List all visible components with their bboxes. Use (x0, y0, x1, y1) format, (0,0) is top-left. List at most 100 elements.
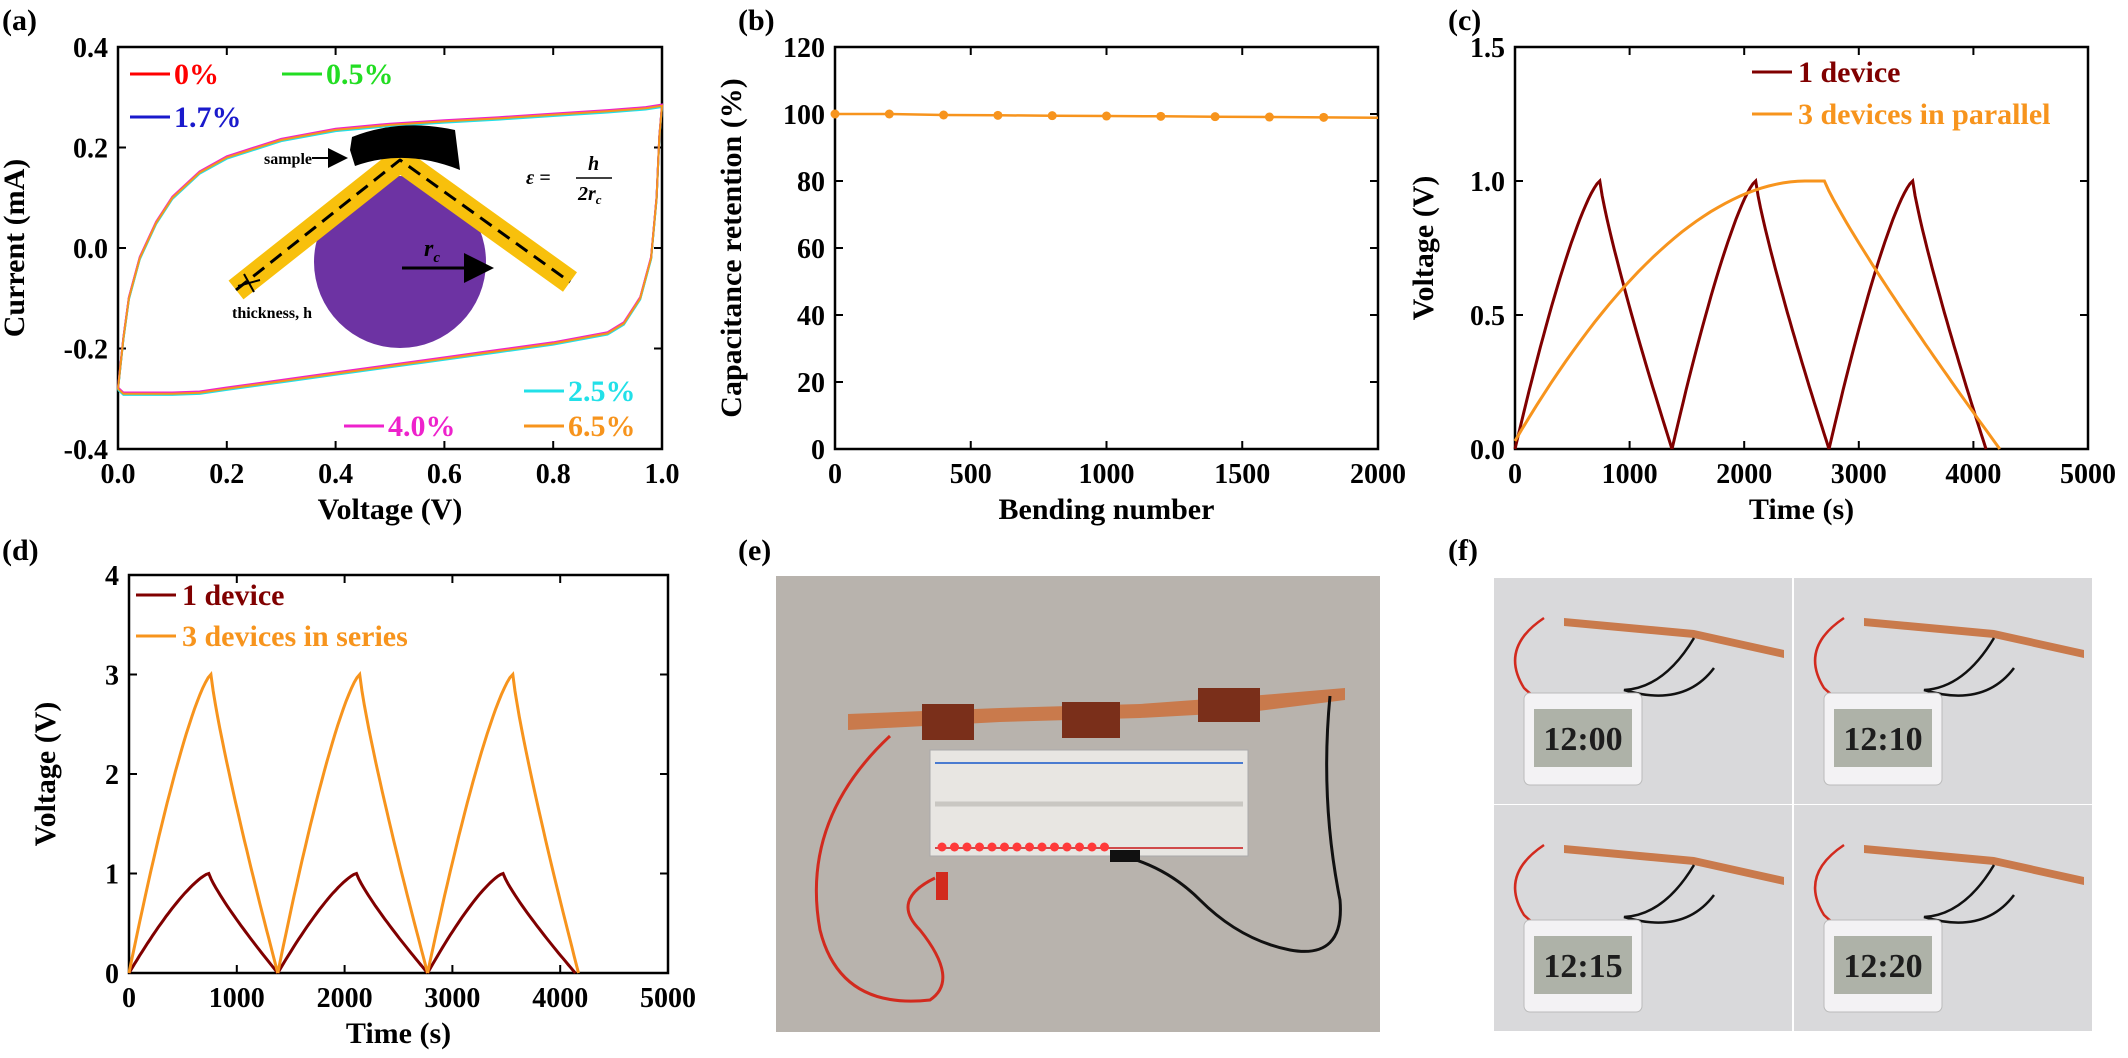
retention-point (1102, 111, 1111, 121)
x-tick-label: 0 (122, 983, 136, 1014)
led (950, 842, 959, 852)
black-wire (1623, 637, 1715, 697)
x-tick-label: 3000 (1831, 459, 1887, 490)
plot-frame (1513, 45, 2090, 451)
retention-point (939, 110, 949, 120)
x-tick-label: 2000 (317, 983, 373, 1014)
x-tick-label: 0.8 (536, 459, 571, 490)
copper-strip (1864, 845, 2084, 885)
y-tick-label: 100 (783, 100, 825, 131)
x-tick-label: 2000 (1716, 459, 1772, 490)
led (1087, 842, 1097, 852)
thickness-label: thickness, h (232, 305, 312, 322)
red-clip (936, 872, 948, 900)
single-device-cycle (1670, 177, 1831, 450)
clock-screen (1534, 936, 1632, 994)
panel-label-a: (a) (2, 4, 37, 37)
legend-label: 0% (174, 58, 219, 91)
device-2 (1062, 702, 1120, 738)
x-tick-label: 2000 (1350, 459, 1406, 490)
gcd-cycle-1-device (426, 871, 577, 974)
legend-label: 1.7% (174, 101, 242, 134)
device-1 (922, 704, 974, 740)
black-wire (1623, 864, 1715, 924)
chart-d-series-gcd: 0 1000 2000 3000 4000 5000 0 1 2 3 4 Time (s) Voltag… (29, 561, 696, 1050)
panel-label-b: (b) (738, 4, 775, 37)
photo-e-breadboard-leds (776, 576, 1380, 1032)
clock-screen (1834, 709, 1932, 767)
retention-point (1047, 111, 1057, 121)
x-tick-label: 1.0 (645, 459, 680, 490)
clock-reading: 12:00 (1543, 721, 1622, 758)
thickness-marker-2 (237, 279, 261, 287)
sample-label: sample (264, 151, 312, 168)
x-tick-label: 500 (950, 459, 992, 490)
radius-label: rc (424, 236, 440, 266)
led-row (937, 842, 1109, 852)
y-tick-label: 1 (105, 860, 119, 891)
led (962, 842, 972, 852)
x-tick-label: 4000 (532, 983, 588, 1014)
y-axis-title: Voltage (V) (1407, 176, 1440, 321)
y-tick-label: -0.2 (64, 335, 108, 366)
x-tick-label: 0 (828, 459, 842, 490)
panel-label-e: (e) (738, 534, 771, 567)
led (1012, 842, 1022, 852)
panel-label-f: (f) (1448, 534, 1478, 567)
y-tick-label: 1.0 (1470, 167, 1505, 198)
copper-strip (1564, 618, 1784, 658)
clock-photo-1: 12:00 (1494, 578, 1792, 804)
retention-point (993, 110, 1003, 120)
x-axis-title: Voltage (V) (318, 493, 463, 526)
panel-label-d: (d) (2, 534, 39, 567)
clock-photo-2: 12:10 (1794, 578, 2092, 804)
x-tick-label: 1000 (1602, 459, 1658, 490)
bending-schematic-inset: sample rc thickness, h ε = h 2rc (228, 125, 612, 348)
device-3 (1198, 688, 1260, 722)
x-axis-title: Time (s) (346, 1017, 451, 1050)
y-tick-label: -0.4 (64, 435, 108, 466)
gcd-cycle-3-devices-in-series (127, 671, 280, 974)
legend-label: 1 device (182, 579, 284, 612)
led (975, 842, 984, 852)
clock-photo-3: 12:15 (1494, 805, 1792, 1031)
x-tick-label: 1500 (1214, 459, 1270, 490)
plot-frame (833, 45, 1380, 451)
led (1062, 842, 1072, 852)
chart-b-capacitance-retention: 0 500 1000 1500 2000 0 20 40 60 80 100 120 Bending n… (715, 33, 1406, 526)
clock-reading: 12:10 (1843, 721, 1922, 758)
x-tick-label: 5000 (2060, 459, 2116, 490)
y-axis-title: Voltage (V) (29, 702, 62, 847)
photo-f-clock-sequence: 12:00 12:10 12:15 12:20 (1494, 578, 2092, 1031)
cv-curve-6.5% (117, 104, 664, 395)
x-axis-title: Time (s) (1749, 493, 1854, 526)
panel-label-c: (c) (1448, 4, 1481, 37)
red-wire (814, 734, 945, 1003)
retention-point (1210, 112, 1220, 122)
copper-strip (1864, 618, 2084, 658)
y-tick-label: 20 (797, 368, 825, 399)
clock-photo-4: 12:20 (1794, 805, 2092, 1031)
chart-c-parallel-gcd: 0 1000 2000 3000 4000 5000 0.0 0.5 1.0 1.5 Time (s… (1407, 33, 2116, 526)
x-tick-label: 0 (1508, 459, 1522, 490)
y-tick-label: 80 (797, 167, 825, 198)
copper-strip (1564, 845, 1784, 885)
y-tick-label: 0 (105, 959, 119, 990)
single-device-cycle (1513, 177, 1674, 450)
legend-label: 4.0% (388, 410, 456, 443)
led (1100, 842, 1109, 852)
y-tick-label: 0.5 (1470, 301, 1505, 332)
retention-point (1264, 112, 1274, 122)
clock-screen (1834, 936, 1932, 994)
neutral-axis-dashed (235, 158, 571, 292)
x-tick-label: 5000 (640, 983, 696, 1014)
legend-label: 3 devices in series (182, 620, 408, 653)
legend-label: 6.5% (568, 410, 636, 443)
led (1025, 842, 1034, 852)
led (1075, 842, 1084, 852)
y-tick-label: 0.0 (1470, 435, 1505, 466)
x-tick-label: 0.2 (209, 459, 244, 490)
x-axis-title: Bending number (999, 493, 1215, 526)
x-tick-label: 1000 (209, 983, 265, 1014)
y-tick-label: 4 (105, 561, 119, 592)
